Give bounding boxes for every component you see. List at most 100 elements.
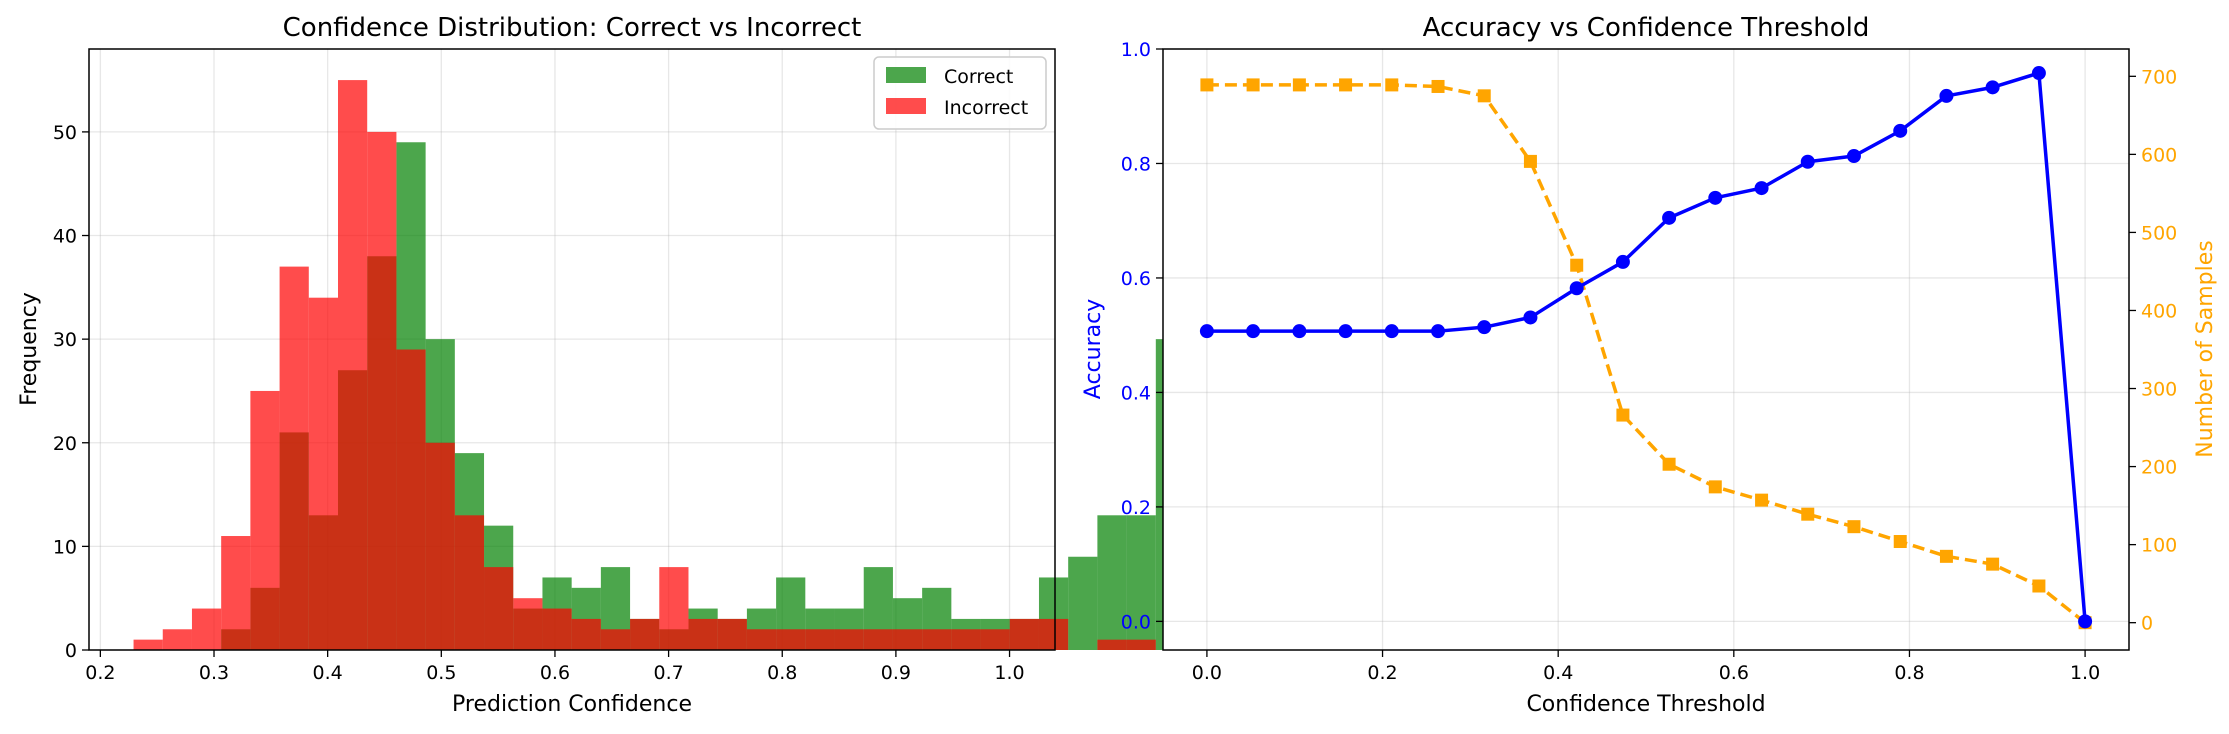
samples-point	[1662, 457, 1676, 471]
histogram-bar-incorrect	[338, 80, 368, 651]
legend-label-correct: Correct	[944, 66, 1013, 88]
y-tick-label: 0	[65, 640, 77, 662]
x-tick-label: 0.6	[1719, 662, 1749, 684]
accuracy-point	[1615, 254, 1630, 269]
histogram-chart: 0.2 0.3 0.4 0.5 0.6 0.7 0.8 0.9 1.0 01020304050 …	[17, 13, 1186, 717]
histogram-axes-frame	[88, 48, 1056, 651]
accuracy-series	[1199, 66, 2093, 630]
histogram-bar-incorrect	[454, 515, 485, 650]
accuracy-point	[1292, 324, 1307, 339]
samples-point	[1801, 507, 1815, 521]
accuracy-point	[2078, 614, 2093, 629]
samples-point	[2032, 579, 2046, 593]
samples-point	[1339, 78, 1353, 92]
samples-point	[1200, 78, 1214, 92]
histogram-bar-incorrect	[1097, 639, 1127, 650]
histogram-y-ticks: 0 10 20 30 40 50	[53, 122, 89, 662]
accuracy-point	[1708, 190, 1723, 205]
accuracy-point	[1662, 210, 1677, 225]
accuracy-plot-area	[1163, 49, 2129, 650]
accuracy-point	[1846, 149, 1861, 164]
y-tick-label: 30	[53, 329, 77, 351]
histogram-bar-incorrect	[1126, 639, 1156, 650]
x-tick-label: 0.8	[1894, 662, 1924, 684]
histogram-bar-incorrect	[1009, 618, 1039, 650]
accuracy-point	[1246, 324, 1261, 339]
y2-tick-label: 600	[2141, 144, 2177, 166]
histogram-bar-incorrect	[250, 390, 280, 650]
histogram-bar-incorrect	[279, 266, 309, 650]
accuracy-x-axis-label: Confidence Threshold	[1526, 692, 1765, 717]
legend-swatch-correct	[886, 67, 926, 83]
accuracy-point	[1199, 324, 1214, 339]
histogram-bars	[133, 80, 1186, 651]
histogram-bar-incorrect	[659, 567, 689, 650]
histogram-bar-incorrect	[425, 442, 455, 650]
samples-point	[1893, 535, 1907, 549]
histogram-bar-incorrect	[484, 567, 514, 650]
y2-tick-label: 400	[2141, 300, 2177, 322]
x-tick-label: 0.8	[767, 662, 797, 684]
samples-point	[1246, 78, 1260, 92]
histogram-bar-incorrect	[892, 629, 923, 650]
histogram-bar-incorrect	[221, 536, 251, 650]
histogram-bar-incorrect	[951, 629, 981, 650]
accuracy-y-ticks: 0.0 0.2 0.4 0.6 0.8 1.0	[1121, 39, 1163, 633]
x-tick-label: 0.2	[85, 662, 115, 684]
histogram-bar-correct	[1068, 556, 1098, 650]
accuracy-threshold-chart: 0.0 0.2 0.4 0.6 0.8 1.0 0.0 0.2 0.4 0.6 0.8 1.0 0 1…	[1081, 13, 2218, 717]
histogram-bar-incorrect	[308, 297, 339, 650]
accuracy-point	[1569, 281, 1584, 296]
histogram-bar-incorrect	[922, 629, 952, 650]
y-tick-label: 0.2	[1121, 497, 1151, 519]
accuracy-point	[1431, 324, 1446, 339]
histogram-bar-incorrect	[396, 349, 426, 650]
y-tick-label: 0.8	[1121, 153, 1151, 175]
y-tick-label: 0.0	[1121, 611, 1151, 633]
legend-label-incorrect: Incorrect	[944, 97, 1028, 119]
histogram-bar-incorrect	[542, 608, 572, 650]
histogram-bar-incorrect	[805, 629, 835, 650]
samples-point	[1986, 557, 2000, 571]
accuracy-point	[1384, 324, 1399, 339]
accuracy-point	[1939, 88, 1954, 103]
accuracy-point	[1754, 181, 1769, 196]
samples-point	[1939, 549, 1953, 563]
samples-point	[1431, 79, 1445, 93]
histogram-x-ticks: 0.2 0.3 0.4 0.5 0.6 0.7 0.8 0.9 1.0	[85, 650, 1025, 684]
histogram-y-axis-label: Frequency	[17, 292, 42, 406]
accuracy-point	[1477, 320, 1492, 335]
y-tick-label: 20	[53, 433, 77, 455]
accuracy-point	[1523, 310, 1538, 325]
x-tick-label: 0.3	[199, 662, 229, 684]
accuracy-axes	[1162, 48, 2130, 651]
histogram-bar-incorrect	[191, 608, 222, 650]
histogram-legend: Correct Incorrect	[873, 56, 1047, 130]
histogram-bar-incorrect	[630, 618, 660, 650]
histogram-bar-incorrect	[863, 629, 893, 650]
y2-tick-label: 200	[2141, 457, 2177, 479]
legend-swatch-incorrect	[886, 98, 926, 114]
accuracy-point	[1985, 80, 2000, 95]
accuracy-y-axis-label: Accuracy	[1081, 299, 1106, 399]
histogram-bar-incorrect	[717, 618, 747, 650]
accuracy-title: Accuracy vs Confidence Threshold	[1423, 13, 1870, 43]
histogram-bar-incorrect	[834, 629, 864, 650]
histogram-bar-incorrect	[513, 598, 543, 650]
y-tick-label: 40	[53, 226, 77, 248]
samples-point	[1847, 520, 1861, 534]
histogram-x-axis-label: Prediction Confidence	[452, 692, 692, 717]
accuracy-axes-frame	[1162, 48, 2130, 651]
samples-point	[1477, 89, 1491, 103]
x-tick-label: 0.9	[881, 662, 911, 684]
x-tick-label: 0.0	[1192, 662, 1222, 684]
samples-y-axis-label: Number of Samples	[2193, 240, 2218, 458]
histogram-title: Confidence Distribution: Correct vs Inco…	[283, 13, 862, 43]
x-tick-label: 0.4	[1543, 662, 1573, 684]
histogram-bar-incorrect	[688, 618, 718, 650]
y-tick-label: 0.4	[1121, 382, 1151, 404]
samples-point	[1616, 408, 1630, 422]
y2-tick-label: 700	[2141, 66, 2177, 88]
samples-point	[1708, 480, 1722, 494]
